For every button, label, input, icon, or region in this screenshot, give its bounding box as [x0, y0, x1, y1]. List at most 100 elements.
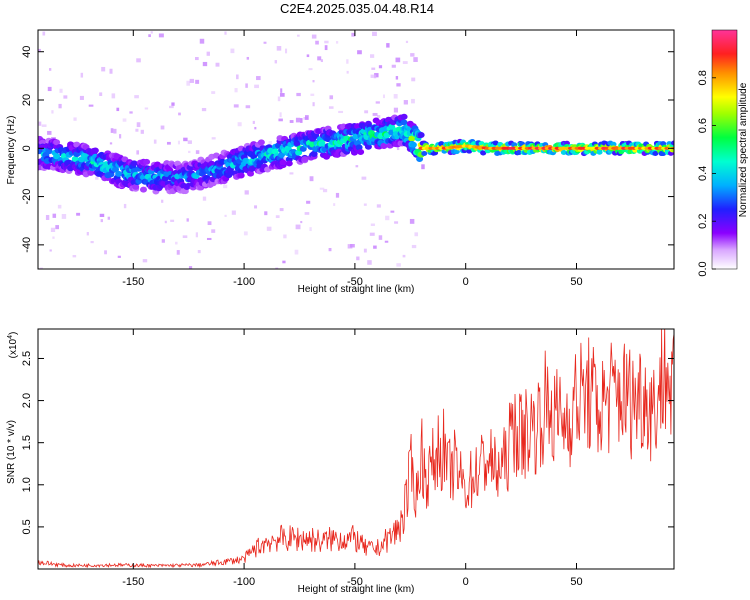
spectrogram-speckle: [234, 88, 238, 93]
spectrogram-speckle: [99, 92, 103, 96]
spectrogram-speckle: [211, 229, 216, 233]
spectrogram-speckle: [370, 223, 375, 226]
snr-ticks: -150 -100 -50 0 50 0.5 1.0 1.5 2.0 2.5: [21, 329, 674, 588]
spectrogram-speckle: [160, 125, 165, 130]
spectrogram-speckle: [186, 218, 189, 222]
spectrogram-speckle: [107, 216, 111, 220]
spectrogram-speckle: [315, 40, 319, 45]
spectrogram-xlabel: Height of straight line (km): [298, 284, 415, 295]
spectrogram-blob: [492, 140, 499, 146]
spectrogram-speckle: [306, 54, 310, 58]
spectrogram-speckle: [372, 31, 377, 37]
spectrogram-speckle: [169, 105, 174, 109]
spectrogram-speckle: [47, 130, 52, 135]
spectrogram-speckle: [113, 128, 117, 134]
spectrogram-blob: [112, 166, 120, 173]
spectrogram-speckle: [309, 227, 312, 232]
spectrogram-ticks: -150 -100 -50 0 50 -40 -20 0 20 40: [21, 30, 674, 288]
spectrogram-speckle: [311, 34, 317, 39]
spectrogram-speckle: [277, 96, 281, 102]
spectrogram-speckle: [356, 256, 360, 261]
spectrogram-speckle: [282, 260, 286, 264]
colorbar: 0.0 0.2 0.4 0.6 0.8 Normalized spectral ampl…: [697, 29, 749, 277]
spectrogram-speckle: [279, 112, 282, 118]
spectrogram-speckle: [283, 234, 287, 239]
spectrogram-speckle: [410, 53, 415, 57]
spectrogram-speckle: [346, 70, 349, 74]
spectrogram-speckle: [116, 107, 120, 112]
spectrogram-blob: [237, 172, 245, 179]
spectrogram-speckle: [280, 88, 283, 93]
snr-ytick-label: 0.5: [21, 519, 33, 534]
spectrogram-speckle: [129, 111, 133, 114]
spectrogram-speckle: [382, 94, 385, 99]
spectrogram-speckle: [308, 68, 313, 71]
colorbar-tick-label: 0.2: [697, 214, 709, 229]
spectrogram-speckle: [405, 40, 409, 44]
spectrogram-speckle: [335, 41, 339, 44]
spectrogram-speckle: [402, 254, 406, 258]
spectrogram-speckle: [300, 220, 303, 224]
spectrogram-speckle: [206, 237, 212, 241]
spectrogram-speckle: [367, 260, 372, 265]
spectrogram-speckle: [175, 241, 178, 245]
spectrogram-blob: [143, 158, 151, 165]
colorbar-gradient: [712, 30, 737, 269]
spectrogram-speckle: [119, 134, 122, 139]
spectrogram-speckle: [51, 137, 56, 140]
spectrogram-blob: [388, 123, 396, 130]
spectrogram-blob: [91, 147, 99, 154]
spectrogram-speckle: [322, 188, 328, 193]
spectrogram-speckle: [224, 214, 227, 217]
spectrogram-speckle: [421, 164, 425, 170]
spectrogram-speckle: [189, 78, 195, 83]
spectrogram-speckle: [324, 40, 329, 44]
spectrogram-speckle: [373, 245, 377, 249]
spectrogram-speckle: [333, 203, 336, 206]
spectrogram-speckle: [237, 122, 242, 127]
spectrogram-speckle: [104, 250, 107, 255]
spectrogram-blob: [318, 141, 326, 148]
colorbar-tick-label: 0.0: [697, 261, 709, 276]
spectrogram-speckle: [390, 210, 395, 213]
spectrogram-speckle: [39, 267, 43, 269]
spectrogram-speckle: [50, 227, 56, 232]
spectrogram-speckle: [329, 95, 334, 100]
spectrogram-speckle: [58, 103, 62, 109]
spectrogram-speckle: [136, 122, 141, 128]
spectrogram-speckle: [199, 38, 205, 44]
snr-series-line: [38, 329, 674, 569]
spectrogram-speckle: [202, 61, 208, 67]
spectrogram-speckle: [304, 212, 310, 215]
spectrogram-speckle: [95, 176, 99, 180]
spectrogram-speckle: [351, 32, 356, 37]
spectrogram-speckle: [211, 91, 216, 94]
spectrogram-speckle: [202, 196, 207, 201]
spectrogram-speckle: [295, 117, 301, 123]
spectrogram-speckle: [223, 184, 228, 189]
spectrogram-ytick-label: 20: [21, 94, 33, 106]
spectrogram-speckle: [231, 210, 236, 215]
spectrogram-blob: [87, 169, 95, 176]
spectrogram-speckle: [411, 244, 417, 249]
spectrogram-blob: [355, 144, 363, 151]
spectrogram-speckle: [386, 43, 390, 48]
snr-xtick-label: 0: [463, 576, 469, 588]
snr-line-layer: [38, 329, 674, 569]
spectrogram-speckle: [396, 83, 401, 87]
spectrogram-speckle: [310, 93, 315, 96]
snr-ytick-label: 1.5: [21, 435, 33, 450]
spectrogram-speckle: [391, 64, 396, 68]
spectrogram-speckle: [144, 107, 149, 110]
spectrogram-speckle: [402, 61, 408, 64]
spectrogram-panel: -150 -100 -50 0 50 -40 -20 0 20 40 Height of stra…: [6, 29, 675, 295]
spectrogram-speckle: [295, 224, 301, 230]
snr-ytick-label: 1.0: [21, 477, 33, 492]
spectrogram-speckle: [109, 68, 113, 74]
spectrogram-speckle: [369, 232, 375, 236]
spectrogram-speckle: [195, 232, 198, 238]
spectrogram-blob: [139, 186, 147, 193]
spectrogram-speckle: [393, 94, 398, 99]
spectrogram-speckle: [355, 165, 359, 168]
spectrogram-blob: [596, 149, 603, 155]
